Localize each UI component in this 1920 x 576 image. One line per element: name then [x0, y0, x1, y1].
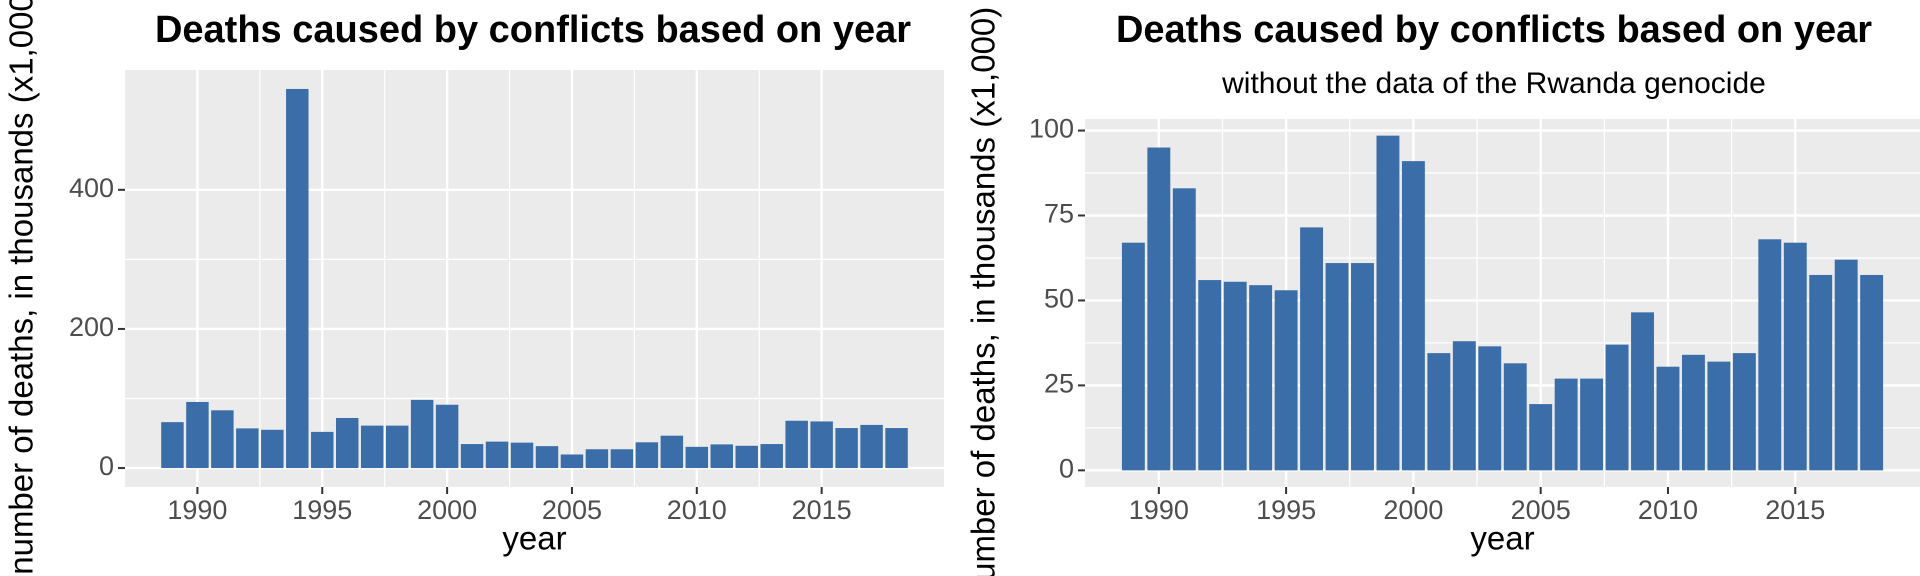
bar: [785, 420, 808, 469]
x-axis-label: year: [1470, 520, 1534, 557]
x-axis-label: year: [502, 520, 566, 557]
x-tick-label: 1995: [292, 495, 352, 525]
x-tick-label: 2015: [792, 495, 852, 525]
bar: [660, 435, 684, 469]
bar: [385, 425, 409, 469]
y-tick-label: 200: [69, 312, 114, 342]
bar: [735, 445, 758, 469]
bar: [860, 424, 883, 469]
y-tick-label: 25: [1044, 369, 1074, 399]
y-tick-label: 0: [99, 451, 114, 481]
bar: [1681, 354, 1705, 471]
bar: [1325, 263, 1349, 471]
bar: [1860, 274, 1884, 471]
bar: [1580, 378, 1604, 471]
bar: [1783, 242, 1807, 471]
x-tick-label: 2010: [667, 495, 727, 525]
bar: [1631, 312, 1654, 471]
bar: [710, 444, 734, 469]
chart-title: Deaths caused by conflicts based on year: [155, 9, 911, 51]
bar: [360, 425, 384, 469]
bar: [286, 88, 309, 469]
bar: [885, 428, 908, 469]
bar: [835, 428, 858, 469]
bar: [1198, 280, 1222, 471]
bar: [585, 449, 609, 469]
bar: [1809, 274, 1833, 471]
bar: [1172, 188, 1196, 471]
y-tick-label: 0: [1059, 453, 1074, 483]
bar: [186, 401, 209, 469]
x-tick-label: 1990: [1129, 495, 1189, 525]
bar: [460, 444, 484, 469]
bar: [1503, 363, 1527, 471]
x-tick-label: 2000: [1383, 495, 1443, 525]
bar: [1249, 285, 1273, 471]
bar: [1147, 147, 1171, 471]
bar: [560, 454, 584, 469]
x-tick-label: 2010: [1638, 495, 1698, 525]
bar: [335, 417, 359, 469]
bar: [261, 429, 284, 469]
bar: [1529, 404, 1553, 471]
chart: 0 200 400 1990 1995 2000 2005 2010 2015 Deaths ca…: [3, 0, 944, 575]
bar: [1758, 239, 1782, 471]
bar: [1656, 366, 1680, 471]
bar: [610, 449, 634, 469]
bar: [1605, 344, 1629, 471]
x-tick-label: 2015: [1765, 495, 1825, 525]
bar: [535, 446, 559, 469]
bar: [1376, 135, 1400, 471]
bar: [1351, 263, 1374, 471]
bar: [1121, 242, 1145, 471]
bar: [1707, 361, 1731, 471]
bar: [1452, 341, 1476, 471]
chart-title: Deaths caused by conflicts based on year: [1116, 9, 1872, 51]
bar: [161, 422, 184, 469]
x-tick-label: 1990: [167, 495, 227, 525]
bar: [410, 399, 434, 469]
bar: [211, 410, 234, 469]
bar: [1554, 378, 1578, 471]
plot-panel: [125, 70, 944, 487]
bar: [1427, 353, 1451, 471]
bar: [1732, 353, 1756, 471]
x-tick-label: 1995: [1256, 495, 1316, 525]
bar: [1300, 227, 1324, 471]
y-axis-label: number of deaths, in thousands (x1,000): [3, 0, 40, 575]
bar: [1274, 290, 1298, 471]
bar: [1834, 259, 1858, 471]
y-tick-label: 400: [69, 173, 114, 203]
bar: [1223, 281, 1247, 471]
chart: 0 25 50 75 100 1990 1995 2000 2005 2010 2015 Deaths…: [965, 7, 1920, 576]
bar: [810, 421, 833, 469]
y-tick-label: 50: [1044, 284, 1074, 314]
bar: [685, 446, 709, 469]
x-tick-label: 2000: [417, 495, 477, 525]
bar: [435, 404, 459, 469]
x-tick-label: 2005: [542, 495, 602, 525]
x-tick-label: 2005: [1511, 495, 1571, 525]
bar: [1478, 346, 1502, 471]
bar: [1401, 161, 1425, 471]
bar: [510, 442, 534, 469]
y-axis-label: number of deaths, in thousands (x1,000): [965, 7, 1002, 576]
bar: [236, 428, 259, 469]
bar: [485, 441, 509, 469]
y-tick-label: 100: [1029, 114, 1074, 144]
y-tick-label: 75: [1044, 199, 1074, 229]
bar: [311, 431, 334, 469]
chart-subtitle: without the data of the Rwanda genocide: [1221, 67, 1766, 100]
bar: [760, 444, 783, 469]
bar: [635, 442, 659, 469]
